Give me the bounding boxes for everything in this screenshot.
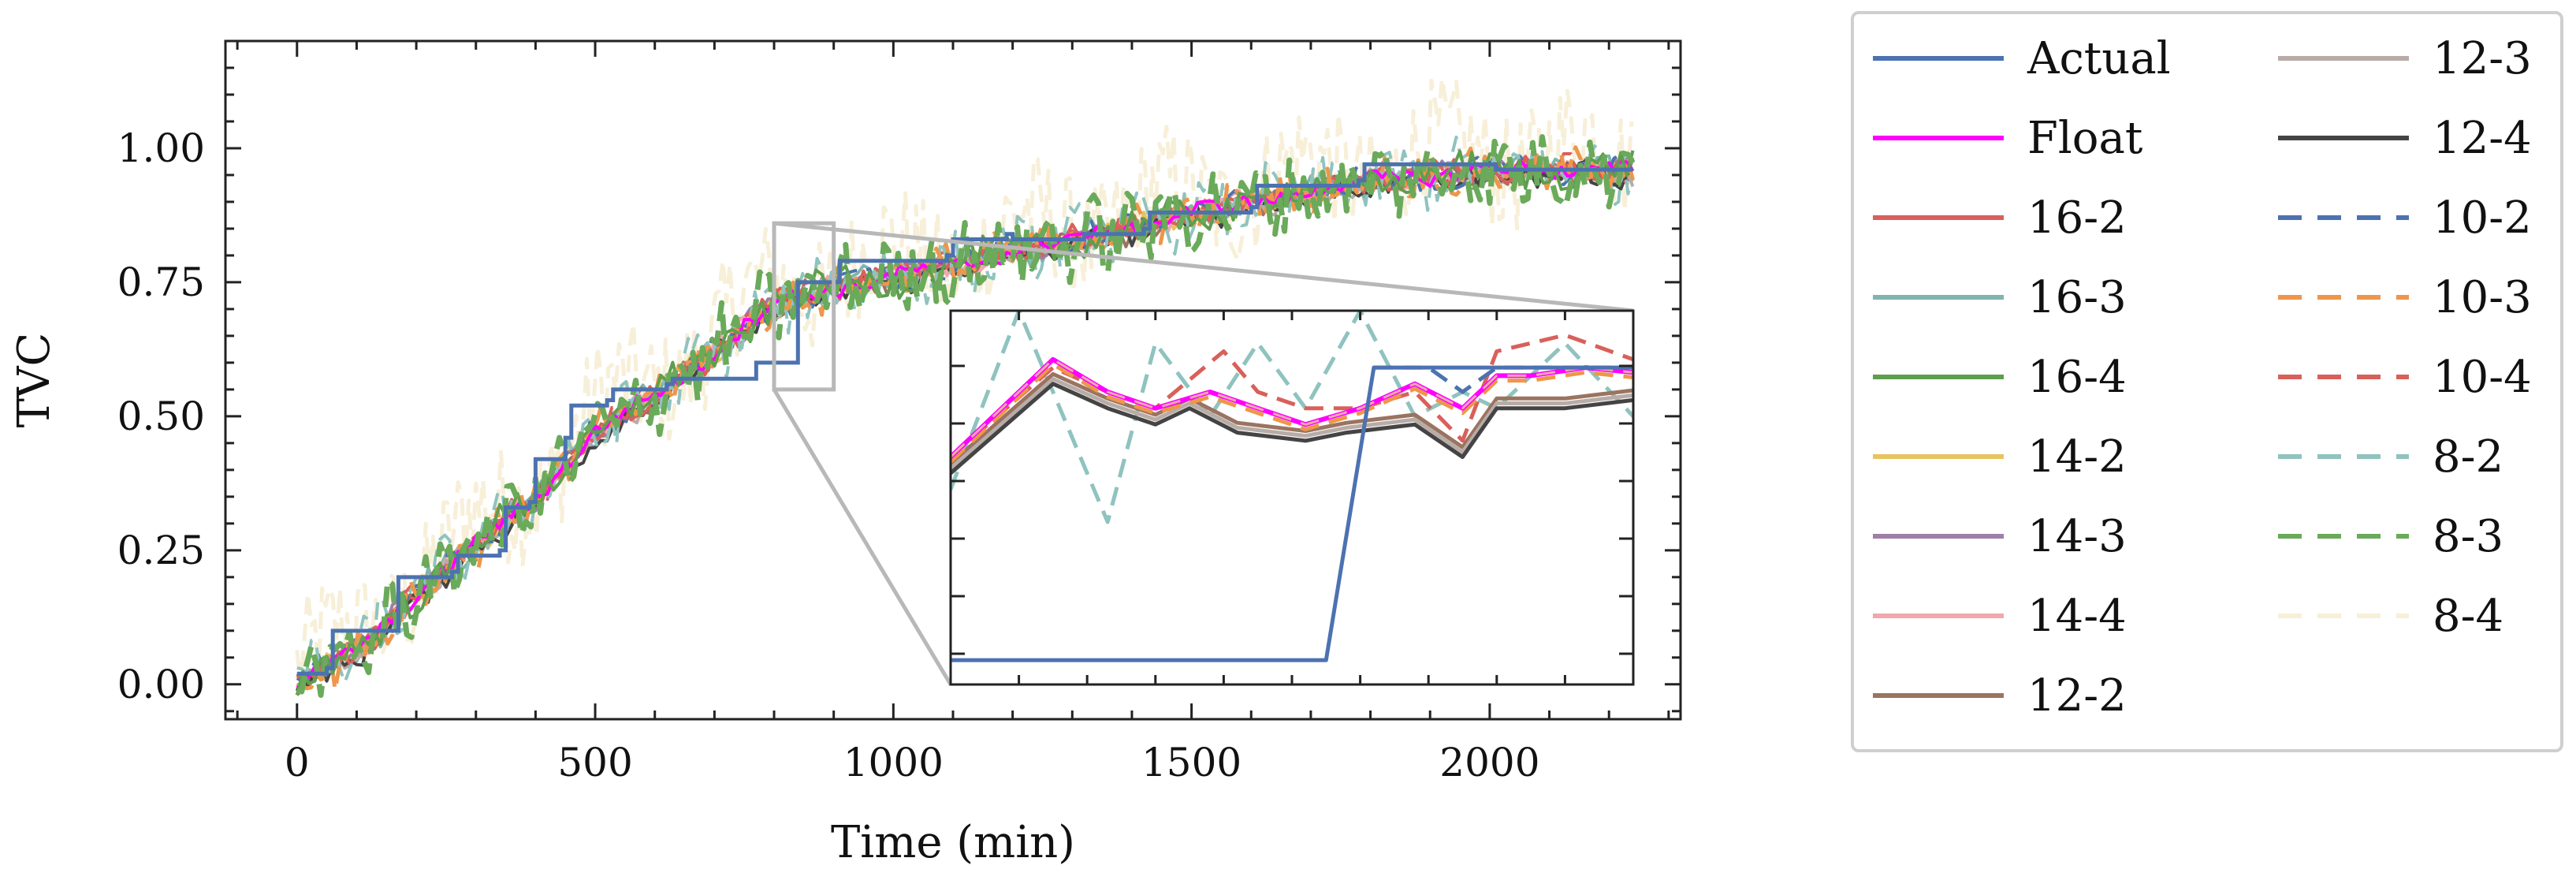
legend-label-14-4: 14-4 <box>2027 591 2127 642</box>
inset-line-14-4 <box>951 358 1633 458</box>
legend-label-16-2: 16-2 <box>2027 192 2127 244</box>
legend-label-10-3: 10-3 <box>2433 272 2532 323</box>
legend: Actual Float 16-2 16-3 16-4 14-2 14-3 14-4 12-2 1… <box>1851 11 2563 752</box>
y-tick-label: 0.75 <box>117 259 205 305</box>
legend-frame <box>1851 11 2563 752</box>
legend-label-8-3: 8-3 <box>2433 511 2503 562</box>
legend-label-12-2: 12-2 <box>2027 670 2127 722</box>
y-tick-label: 0.50 <box>117 394 205 439</box>
legend-label-14-3: 14-3 <box>2027 511 2127 562</box>
inset-series-group <box>951 311 1633 662</box>
inset-line-12-3 <box>951 377 1633 470</box>
legend-label-8-2: 8-2 <box>2433 431 2503 483</box>
legend-label-16-4: 16-4 <box>2027 352 2127 403</box>
inset-line-10-4 <box>951 333 1633 459</box>
main-series-group <box>295 76 1636 698</box>
legend-label-float: Float <box>2027 113 2143 164</box>
zoom-connector-group <box>772 221 1634 686</box>
series-line-actual <box>296 162 1633 676</box>
zoom-connector-bottom <box>772 388 953 686</box>
legend-label-14-2: 14-2 <box>2027 431 2127 483</box>
legend-label-10-2: 10-2 <box>2433 192 2532 244</box>
legend-label-16-3: 16-3 <box>2027 272 2127 323</box>
x-tick-label: 0 <box>285 740 310 785</box>
main-plot-area: 0 500 1000 1500 2000 0.00 0.25 0.50 0.75 1.00 <box>117 39 1682 785</box>
x-tick-label: 2000 <box>1439 740 1539 785</box>
y-axis-label: TVC <box>9 333 60 428</box>
legend-label-12-3: 12-3 <box>2433 33 2532 84</box>
x-axis-label: Time (min) <box>831 817 1075 868</box>
y-tick-label: 0.25 <box>117 528 205 573</box>
legend-label-8-4: 8-4 <box>2433 591 2503 642</box>
legend-items: Actual Float 16-2 16-3 16-4 14-2 14-3 14-4 12-2 1… <box>1873 33 2532 722</box>
inset-ticks <box>949 311 1635 684</box>
x-tick-label: 1000 <box>843 740 944 785</box>
main-ticks <box>225 41 1681 719</box>
series-line-10-2 <box>296 152 1630 684</box>
inset-line-12-4 <box>951 382 1633 475</box>
y-tick-label: 0.00 <box>117 662 205 707</box>
x-tick-label: 500 <box>557 740 632 785</box>
x-tick-label: 1500 <box>1141 740 1241 785</box>
legend-label-12-4: 12-4 <box>2433 113 2532 164</box>
zoom-connector-top <box>773 221 1634 313</box>
legend-label-10-4: 10-4 <box>2433 352 2532 403</box>
inset-line-10-3 <box>951 362 1633 464</box>
y-tick-label: 1.00 <box>117 125 205 171</box>
zoom-window <box>772 221 836 392</box>
series-line-8-3 <box>296 134 1636 698</box>
inset-plot-area <box>949 309 1635 686</box>
main-tick-labels: 0 500 1000 1500 2000 0.00 0.25 0.50 0.75 1.00 <box>117 125 1540 785</box>
inset-line-actual <box>951 365 1633 662</box>
legend-label-actual: Actual <box>2027 33 2171 84</box>
